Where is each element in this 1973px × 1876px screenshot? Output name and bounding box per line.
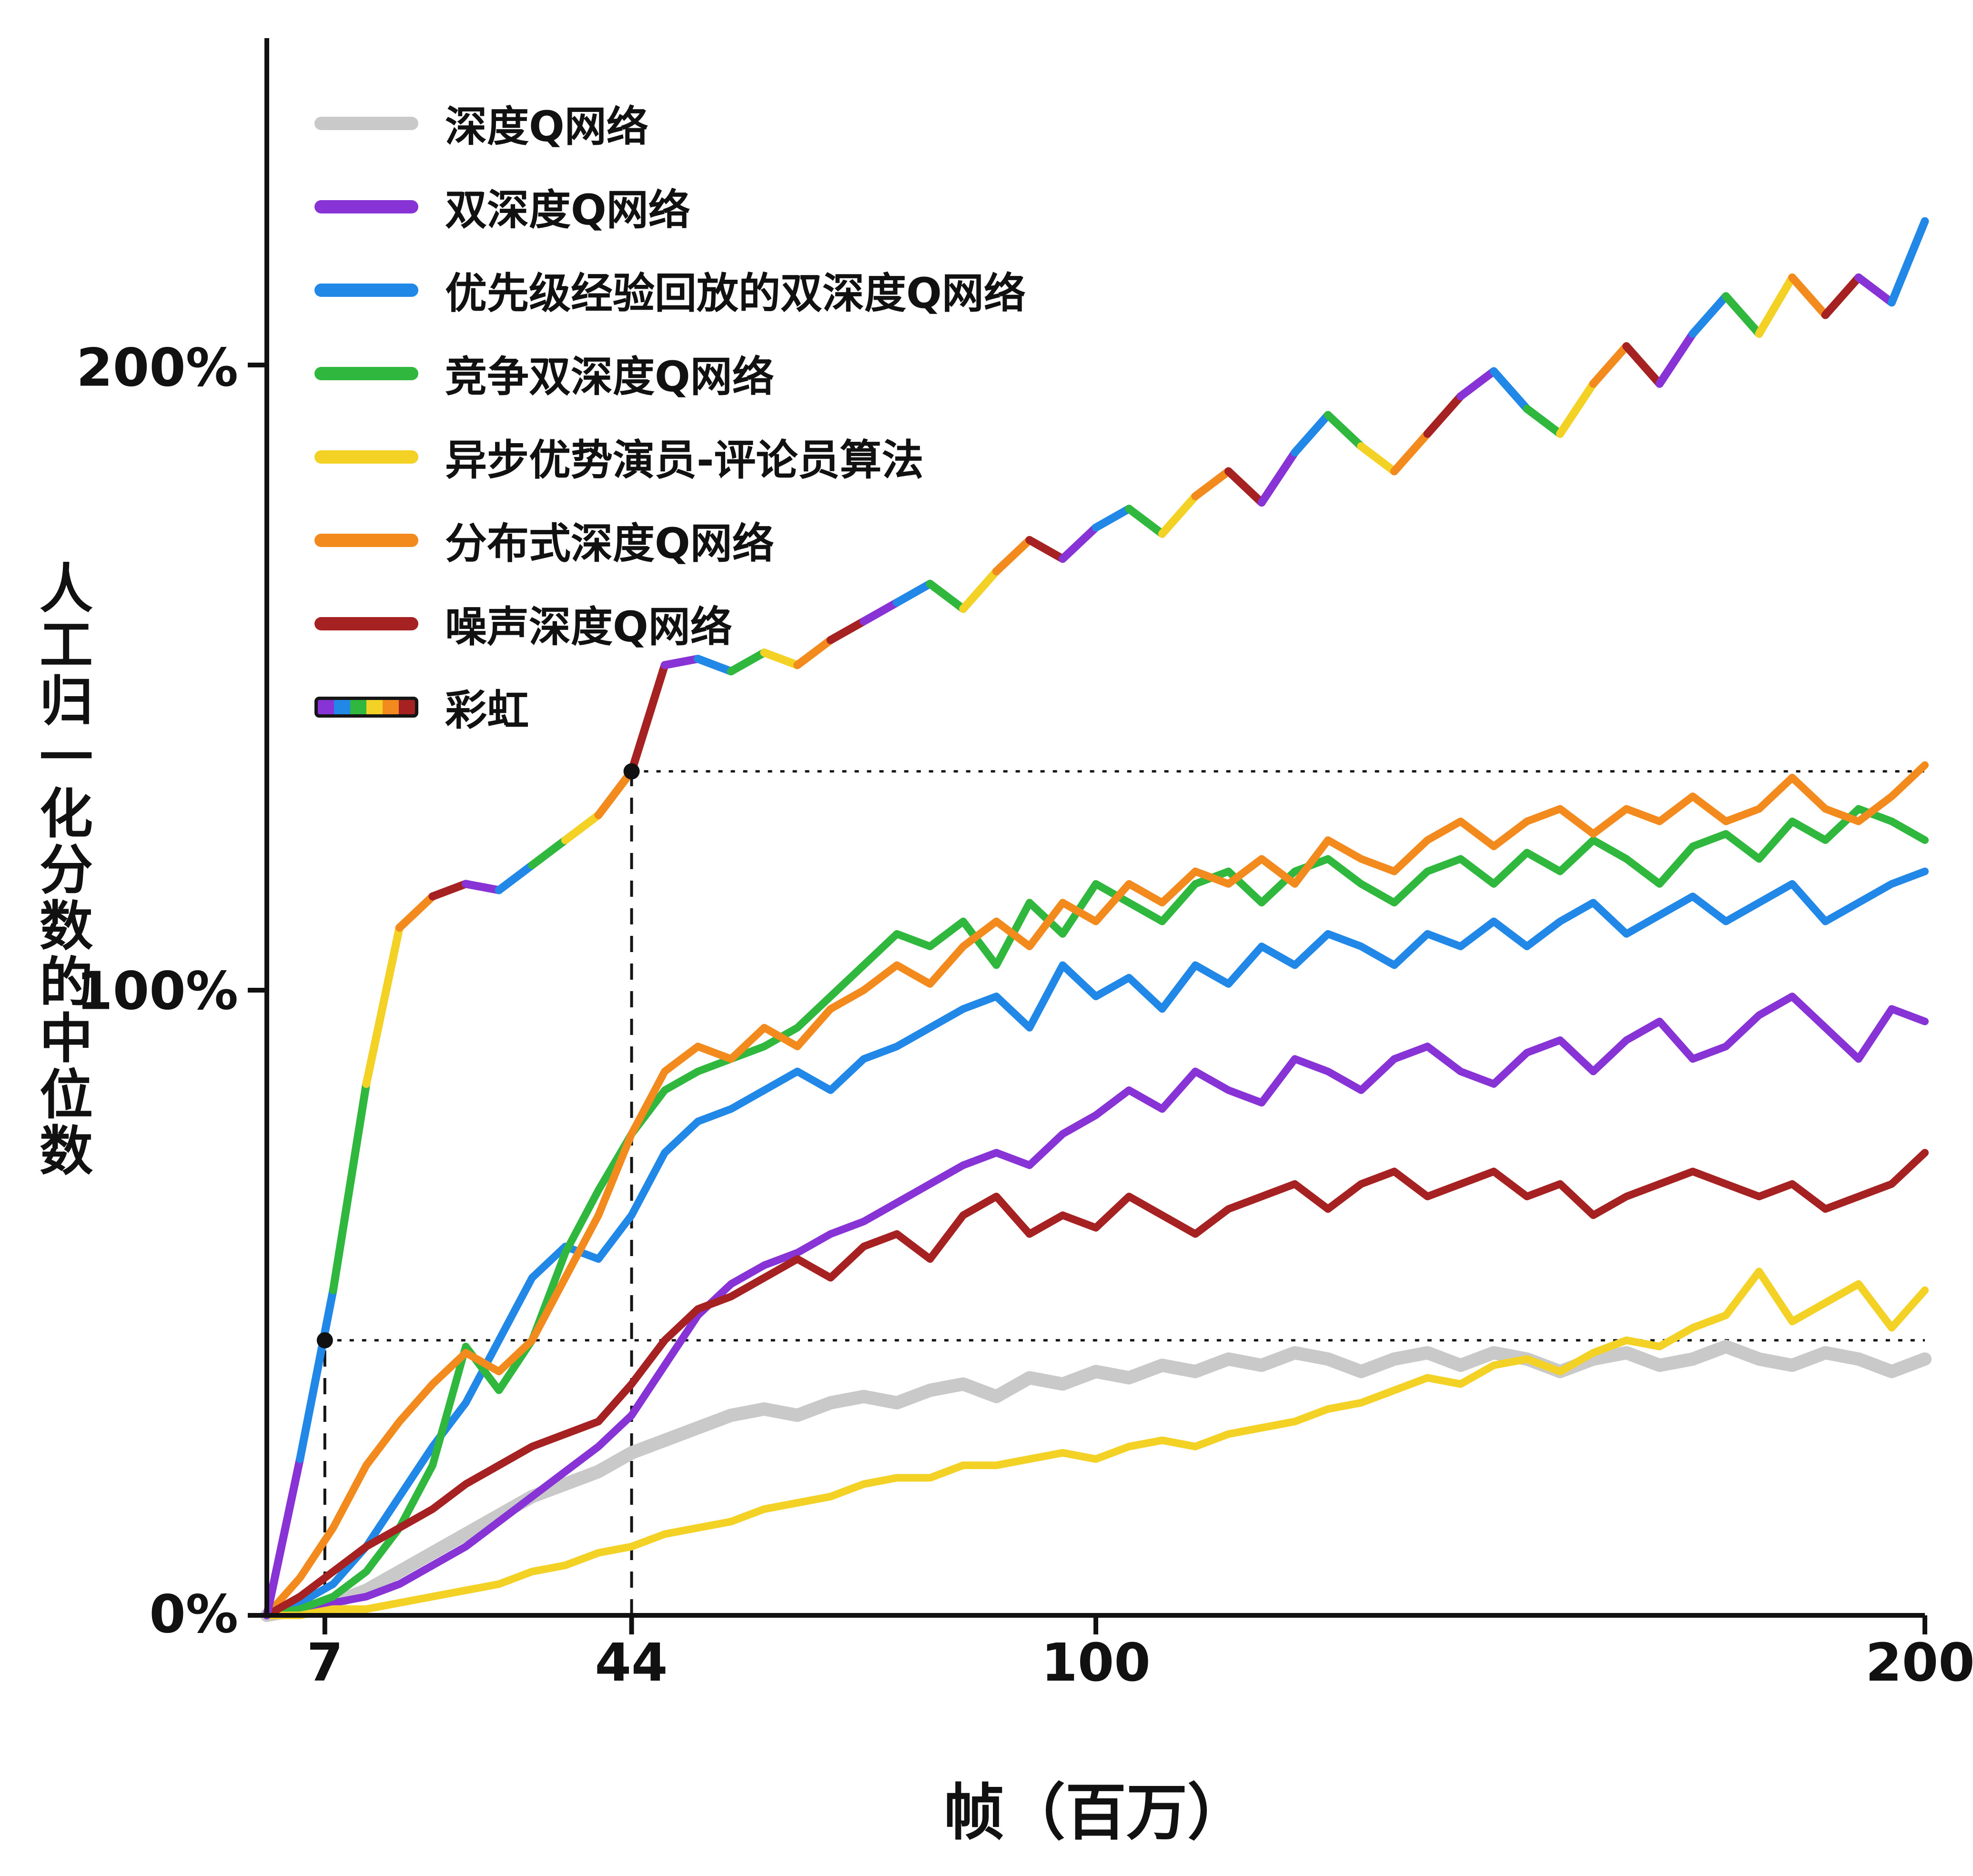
legend-label-dueling-ddqn: 竞争双深度Q网络 [445, 352, 774, 401]
legend-item-prioritized-ddqn: 优先级经验回放的双深度Q网络 [314, 260, 1026, 320]
series-rainbow-segment [1291, 411, 1332, 457]
legend-item-rainbow: 彩虹 [314, 677, 1026, 737]
series-rainbow-segment [1390, 429, 1432, 476]
legend-item-dueling-ddqn: 竞争双深度Q网络 [314, 343, 1026, 404]
series-rainbow-segment [1191, 467, 1233, 501]
legend: 深度Q网络 双深度Q网络 优先级经验回放的双深度Q网络 竞争双深度Q网络 异步优… [314, 93, 1026, 737]
series-line-dueling-ddqn [263, 805, 1929, 1619]
series-rainbow-segment [329, 1080, 371, 1295]
legend-item-noisy-dqn: 噪声深度Q网络 [314, 593, 1026, 654]
x-tick-44: 44 [595, 1632, 668, 1693]
series-rainbow-segment [1125, 505, 1166, 538]
legend-item-a3c: 异步优势演员-评论员算法 [314, 426, 1026, 487]
series-line-a3c [263, 1268, 1929, 1619]
legend-swatch-noisy-dqn [314, 617, 418, 630]
legend-label-double-dqn: 双深度Q网络 [445, 185, 690, 234]
legend-item-distributional-dqn: 分布式深度Q网络 [314, 510, 1026, 570]
series-rainbow-segment [1457, 367, 1498, 401]
series-rainbow-segment [1423, 392, 1465, 438]
series-rainbow-segment [296, 1286, 337, 1463]
series-rainbow-segment [1788, 273, 1830, 319]
series-line-prioritized-ddqn [263, 867, 1929, 1619]
series-rainbow-segment [860, 598, 901, 626]
series-rainbow-segment [793, 636, 835, 669]
series-line-distributional-dqn [263, 761, 1929, 1619]
series-rainbow-segment [528, 836, 569, 870]
series-rainbow-segment [1224, 467, 1266, 507]
series-line-noisy-dqn [263, 1149, 1929, 1619]
x-tick-200: 200 [1865, 1632, 1973, 1693]
series-rainbow-segment [1589, 342, 1631, 388]
y-tick-200: 200% [76, 337, 238, 398]
legend-label-prioritized-ddqn: 优先级经验回放的双深度Q网络 [445, 269, 1026, 318]
x-axis-title: 帧（百万） [943, 1777, 1249, 1848]
legend-label-dqn: 深度Q网络 [445, 102, 648, 151]
series-rainbow-segment [992, 536, 1034, 576]
series-rainbow-segment [1854, 273, 1896, 307]
series-rainbow-segment [561, 811, 603, 844]
series-rainbow-segment [1523, 405, 1564, 438]
legend-label-noisy-dqn: 噪声深度Q网络 [445, 602, 732, 651]
legend-item-double-dqn: 双深度Q网络 [314, 176, 1026, 237]
series-rainbow-segment [727, 649, 769, 676]
series-rainbow-segment [660, 655, 702, 669]
series-rainbow-segment [1257, 448, 1299, 507]
series-rainbow-segment [395, 892, 437, 932]
legend-swatch-a3c [314, 450, 418, 464]
series-rainbow-segment [826, 617, 868, 644]
legend-swatch-dueling-ddqn [314, 366, 418, 380]
series-rainbow-segment [1357, 442, 1398, 476]
legend-item-dqn: 深度Q网络 [314, 93, 1026, 153]
series-rainbow-segment [1655, 329, 1697, 388]
series-rainbow-segment [362, 923, 404, 1088]
series-rainbow-segment [1025, 536, 1067, 563]
y-tick-100: 100% [76, 960, 238, 1022]
series-rainbow-segment [1721, 292, 1763, 338]
series-rainbow-segment [1821, 273, 1863, 319]
series-rainbow-segment [1324, 411, 1366, 451]
series-rainbow-segment [1092, 505, 1133, 532]
series-rainbow-segment [428, 880, 470, 901]
series-rainbow-segment [1755, 273, 1797, 338]
series-rainbow-segment [1556, 379, 1598, 438]
guide-marker-dot-1 [623, 763, 640, 780]
series-rainbow-segment [926, 579, 968, 613]
x-tick-100: 100 [1041, 1632, 1151, 1693]
series-rainbow-segment [495, 861, 536, 894]
series-rainbow-segment [462, 880, 503, 894]
series-rainbow-segment [1058, 523, 1100, 563]
legend-label-distributional-dqn: 分布式深度Q网络 [445, 519, 774, 568]
series-rainbow-segment [959, 567, 1001, 613]
y-tick-0: 0% [149, 1583, 238, 1645]
series-rainbow-segment [1622, 342, 1664, 388]
legend-label-rainbow: 彩虹 [445, 686, 529, 735]
legend-swatch-rainbow [314, 696, 418, 718]
x-tick-7: 7 [306, 1632, 344, 1693]
series-line-double-dqn [263, 993, 1929, 1619]
series-rainbow-segment [627, 661, 669, 776]
legend-swatch-prioritized-ddqn [314, 283, 418, 297]
guide-marker-dot-0 [316, 1332, 333, 1349]
legend-swatch-double-dqn [314, 200, 418, 213]
series-rainbow-segment [1489, 367, 1531, 413]
series-rainbow-segment [1887, 217, 1929, 307]
series-rainbow-segment [694, 655, 735, 676]
series-rainbow-segment [594, 767, 636, 820]
series-rainbow-segment [1689, 292, 1730, 338]
series-rainbow-segment [892, 579, 934, 607]
legend-swatch-distributional-dqn [314, 533, 418, 547]
legend-label-a3c: 异步优势演员-评论员算法 [445, 436, 924, 485]
series-rainbow-segment [760, 649, 802, 669]
legend-swatch-dqn [314, 116, 418, 130]
series-rainbow-segment [1158, 492, 1200, 538]
y-axis-title: 人工归一化分数的中位数 [30, 560, 92, 1179]
series-rainbow-segment [263, 1455, 304, 1620]
